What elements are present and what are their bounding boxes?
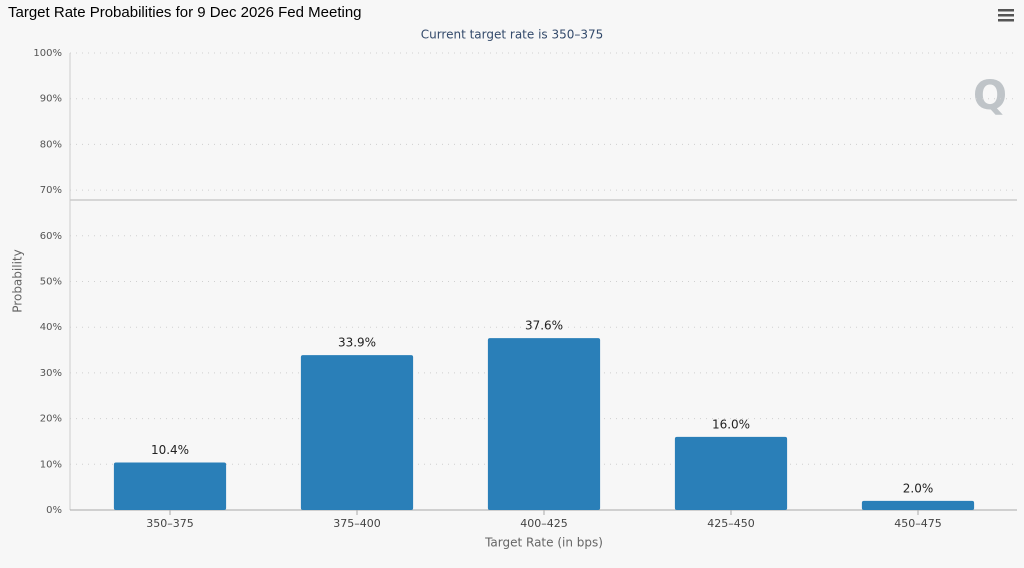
y-tick-label: 20% (40, 414, 62, 425)
watermark: Q (973, 73, 1007, 119)
value-label: 16.0% (712, 417, 750, 431)
bar (487, 338, 601, 510)
bar (300, 355, 414, 510)
x-tick-label: 450–475 (894, 517, 942, 530)
value-label: 10.4% (151, 443, 189, 457)
y-tick-label: 100% (33, 48, 62, 59)
value-label: 37.6% (525, 319, 563, 333)
x-tick-label: 375–400 (333, 517, 381, 530)
x-tick-label: 400–425 (520, 517, 568, 530)
menu-bar[interactable] (998, 14, 1014, 17)
menu-bar[interactable] (998, 19, 1014, 22)
value-label: 33.9% (338, 336, 376, 350)
y-tick-label: 10% (40, 459, 62, 470)
y-axis-title: Probability (11, 249, 25, 312)
x-tick-label: 350–375 (146, 517, 194, 530)
y-tick-label: 70% (40, 185, 62, 196)
y-tick-label: 80% (40, 139, 62, 150)
y-tick-label: 0% (46, 505, 62, 516)
menu-bar[interactable] (998, 9, 1014, 12)
menu-button[interactable] (998, 9, 1014, 22)
y-tick-label: 90% (40, 94, 62, 105)
y-tick-label: 40% (40, 322, 62, 333)
y-tick-label: 60% (40, 231, 62, 242)
x-axis-title: Target Rate (in bps) (484, 536, 603, 550)
x-tick-label: 425–450 (707, 517, 755, 530)
chart-title: Target Rate Probabilities for 9 Dec 2026… (8, 4, 362, 21)
value-label: 2.0% (903, 481, 934, 495)
bar (113, 462, 227, 510)
bar (861, 500, 975, 510)
chart-subtitle: Current target rate is 350–375 (421, 28, 604, 42)
y-tick-label: 50% (40, 277, 62, 288)
y-tick-label: 30% (40, 368, 62, 379)
bar (674, 436, 788, 510)
